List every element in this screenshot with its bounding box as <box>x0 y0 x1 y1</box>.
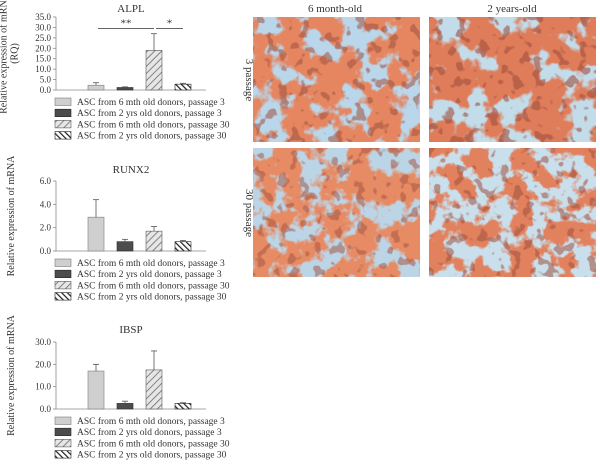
legend-swatch <box>54 269 72 279</box>
y-tick-label: 2.0 <box>40 223 52 233</box>
bar-2y-p30 <box>174 403 192 410</box>
bar-6mo-p30 <box>145 230 163 252</box>
y-tick-label: 6.0 <box>40 176 52 186</box>
legend: ASC from 6 mth old donors, passage 3ASC … <box>54 258 230 303</box>
bar-2y-p30 <box>174 83 192 91</box>
chart-runx2: RUNX2 Relative expression of mRNA 0.0 2.0 4.… <box>6 155 230 303</box>
bar-2y-p30 <box>174 241 192 252</box>
y-tick-label: 20.0 <box>35 43 51 53</box>
micrograph-2y-p3 <box>429 17 596 142</box>
y-axis-label: Relative expression of mRNA <box>0 0 10 114</box>
y-tick-label: 10.0 <box>35 382 51 392</box>
legend-swatch <box>54 108 72 117</box>
legend-entry-label: ASC from 2 yrs old donors, passage 30 <box>77 131 227 142</box>
micrograph-6mo-p30 <box>253 148 420 277</box>
legend-entry-label: ASC from 2 yrs old donors, passage 3 <box>77 108 222 119</box>
y-tick-label: 25.0 <box>35 33 51 43</box>
y-tick-label: 35.0 <box>35 12 51 22</box>
y-tick-label: 15.0 <box>35 54 51 64</box>
column-label-6-month: 6 month-old <box>308 3 363 15</box>
chart-title: IBSP <box>119 324 142 336</box>
legend-swatch <box>54 258 72 267</box>
micrograph-2y-p30 <box>429 148 596 277</box>
column-label-2-years: 2 years-old <box>487 3 537 15</box>
legend-swatch <box>54 427 72 437</box>
row-label-3-passage: 3 passage <box>243 59 255 102</box>
legend-entry-label: ASC from 2 yrs old donors, passage 30 <box>77 450 227 461</box>
y-tick-label: 0.0 <box>40 246 52 256</box>
legend-entry-label: ASC from 6 mth old donors, passage 3 <box>77 258 225 269</box>
bar-2y-p3 <box>116 403 134 410</box>
bar-2y-p3 <box>116 241 134 252</box>
legend-swatch <box>54 97 72 106</box>
chart-title: ALPL <box>117 3 145 15</box>
bar-6mo-p3 <box>87 370 105 410</box>
y-tick-label: 5.0 <box>40 75 52 85</box>
bar-6mo-p30 <box>145 369 163 410</box>
legend-swatch <box>54 292 72 301</box>
y-tick-label: 0.0 <box>40 85 52 95</box>
legend-swatch <box>54 439 72 448</box>
legend-entry-label: ASC from 6 mth old donors, passage 3 <box>77 97 225 108</box>
legend-swatch <box>54 120 72 129</box>
legend: ASC from 6 mth old donors, passage 3ASC … <box>54 416 230 461</box>
y-tick-label: 0.0 <box>40 404 52 414</box>
micrograph-6mo-p3 <box>253 17 420 142</box>
y-axis-label: Relative expression of mRNA <box>6 155 17 277</box>
y-tick-label: 10.0 <box>35 64 51 74</box>
y-axis-label: Relative expression of mRNA <box>6 314 17 436</box>
micrograph-panel: 6 month-old 2 years-old 3 passage 30 pas… <box>243 3 596 277</box>
row-label-30-passage: 30 passage <box>243 189 255 237</box>
y-tick-label: 4.0 <box>40 199 52 209</box>
y-axis-label: (RQ) <box>10 43 21 64</box>
bar-6mo-p3 <box>87 84 105 91</box>
legend-entry-label: ASC from 6 mth old donors, passage 30 <box>77 119 230 130</box>
y-tick-label: 20.0 <box>35 359 51 369</box>
legend-entry-label: ASC from 2 yrs old donors, passage 3 <box>77 269 222 280</box>
y-tick-label: 30.0 <box>35 22 51 32</box>
legend-swatch <box>54 416 72 425</box>
legend-entry-label: ASC from 2 yrs old donors, passage 3 <box>77 427 222 438</box>
legend-entry-label: ASC from 2 yrs old donors, passage 30 <box>77 292 227 303</box>
y-tick-label: 30.0 <box>35 337 51 347</box>
legend-entry-label: ASC from 6 mth old donors, passage 3 <box>77 416 225 427</box>
chart-alpl: ALPL Relative expression of mRNA(RQ) 0.05.… <box>0 0 230 142</box>
legend-entry-label: ASC from 6 mth old donors, passage 30 <box>77 280 230 291</box>
legend: ASC from 6 mth old donors, passage 3ASC … <box>54 97 230 142</box>
bar-6mo-p3 <box>87 216 105 252</box>
legend-entry-label: ASC from 6 mth old donors, passage 30 <box>77 438 230 449</box>
chart-title: RUNX2 <box>113 164 150 176</box>
bar-2y-p3 <box>116 87 134 91</box>
bar-6mo-p30 <box>145 50 163 91</box>
legend-swatch <box>54 131 72 140</box>
significance-label: ** <box>121 17 132 29</box>
legend-swatch <box>54 281 72 290</box>
legend-swatch <box>54 450 72 459</box>
chart-ibsp: IBSP Relative expression of mRNA 0.0 10.0 20… <box>6 314 230 460</box>
significance-label: * <box>167 17 173 29</box>
